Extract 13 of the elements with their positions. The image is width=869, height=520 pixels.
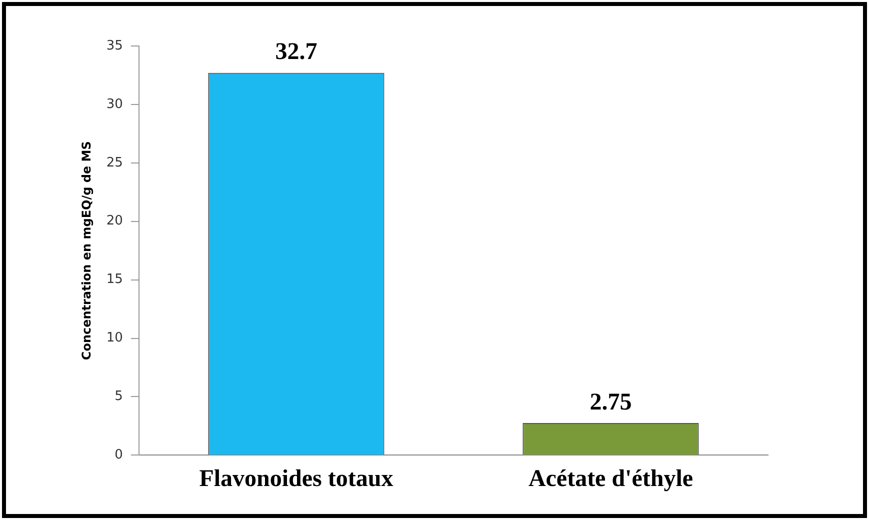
y-tick-label: 20 — [106, 214, 123, 229]
data-label: 32.7 — [275, 39, 318, 66]
y-tick-label: 5 — [114, 389, 123, 404]
y-tick-label: 0 — [114, 448, 123, 463]
y-axis-title: Concentration en mgEQ/g de MS — [79, 141, 94, 360]
y-tick-label: 30 — [106, 96, 123, 112]
y-tick-label: 15 — [106, 272, 123, 288]
x-tick-label: Acétate d'éthyle — [528, 466, 694, 492]
data-label: 2.75 — [590, 389, 632, 416]
y-tick-label: 35 — [106, 38, 123, 54]
y-tick-label: 25 — [106, 155, 123, 170]
y-tick-label: 10 — [106, 330, 123, 346]
x-tick-label: Flavonoides totaux — [199, 466, 394, 492]
